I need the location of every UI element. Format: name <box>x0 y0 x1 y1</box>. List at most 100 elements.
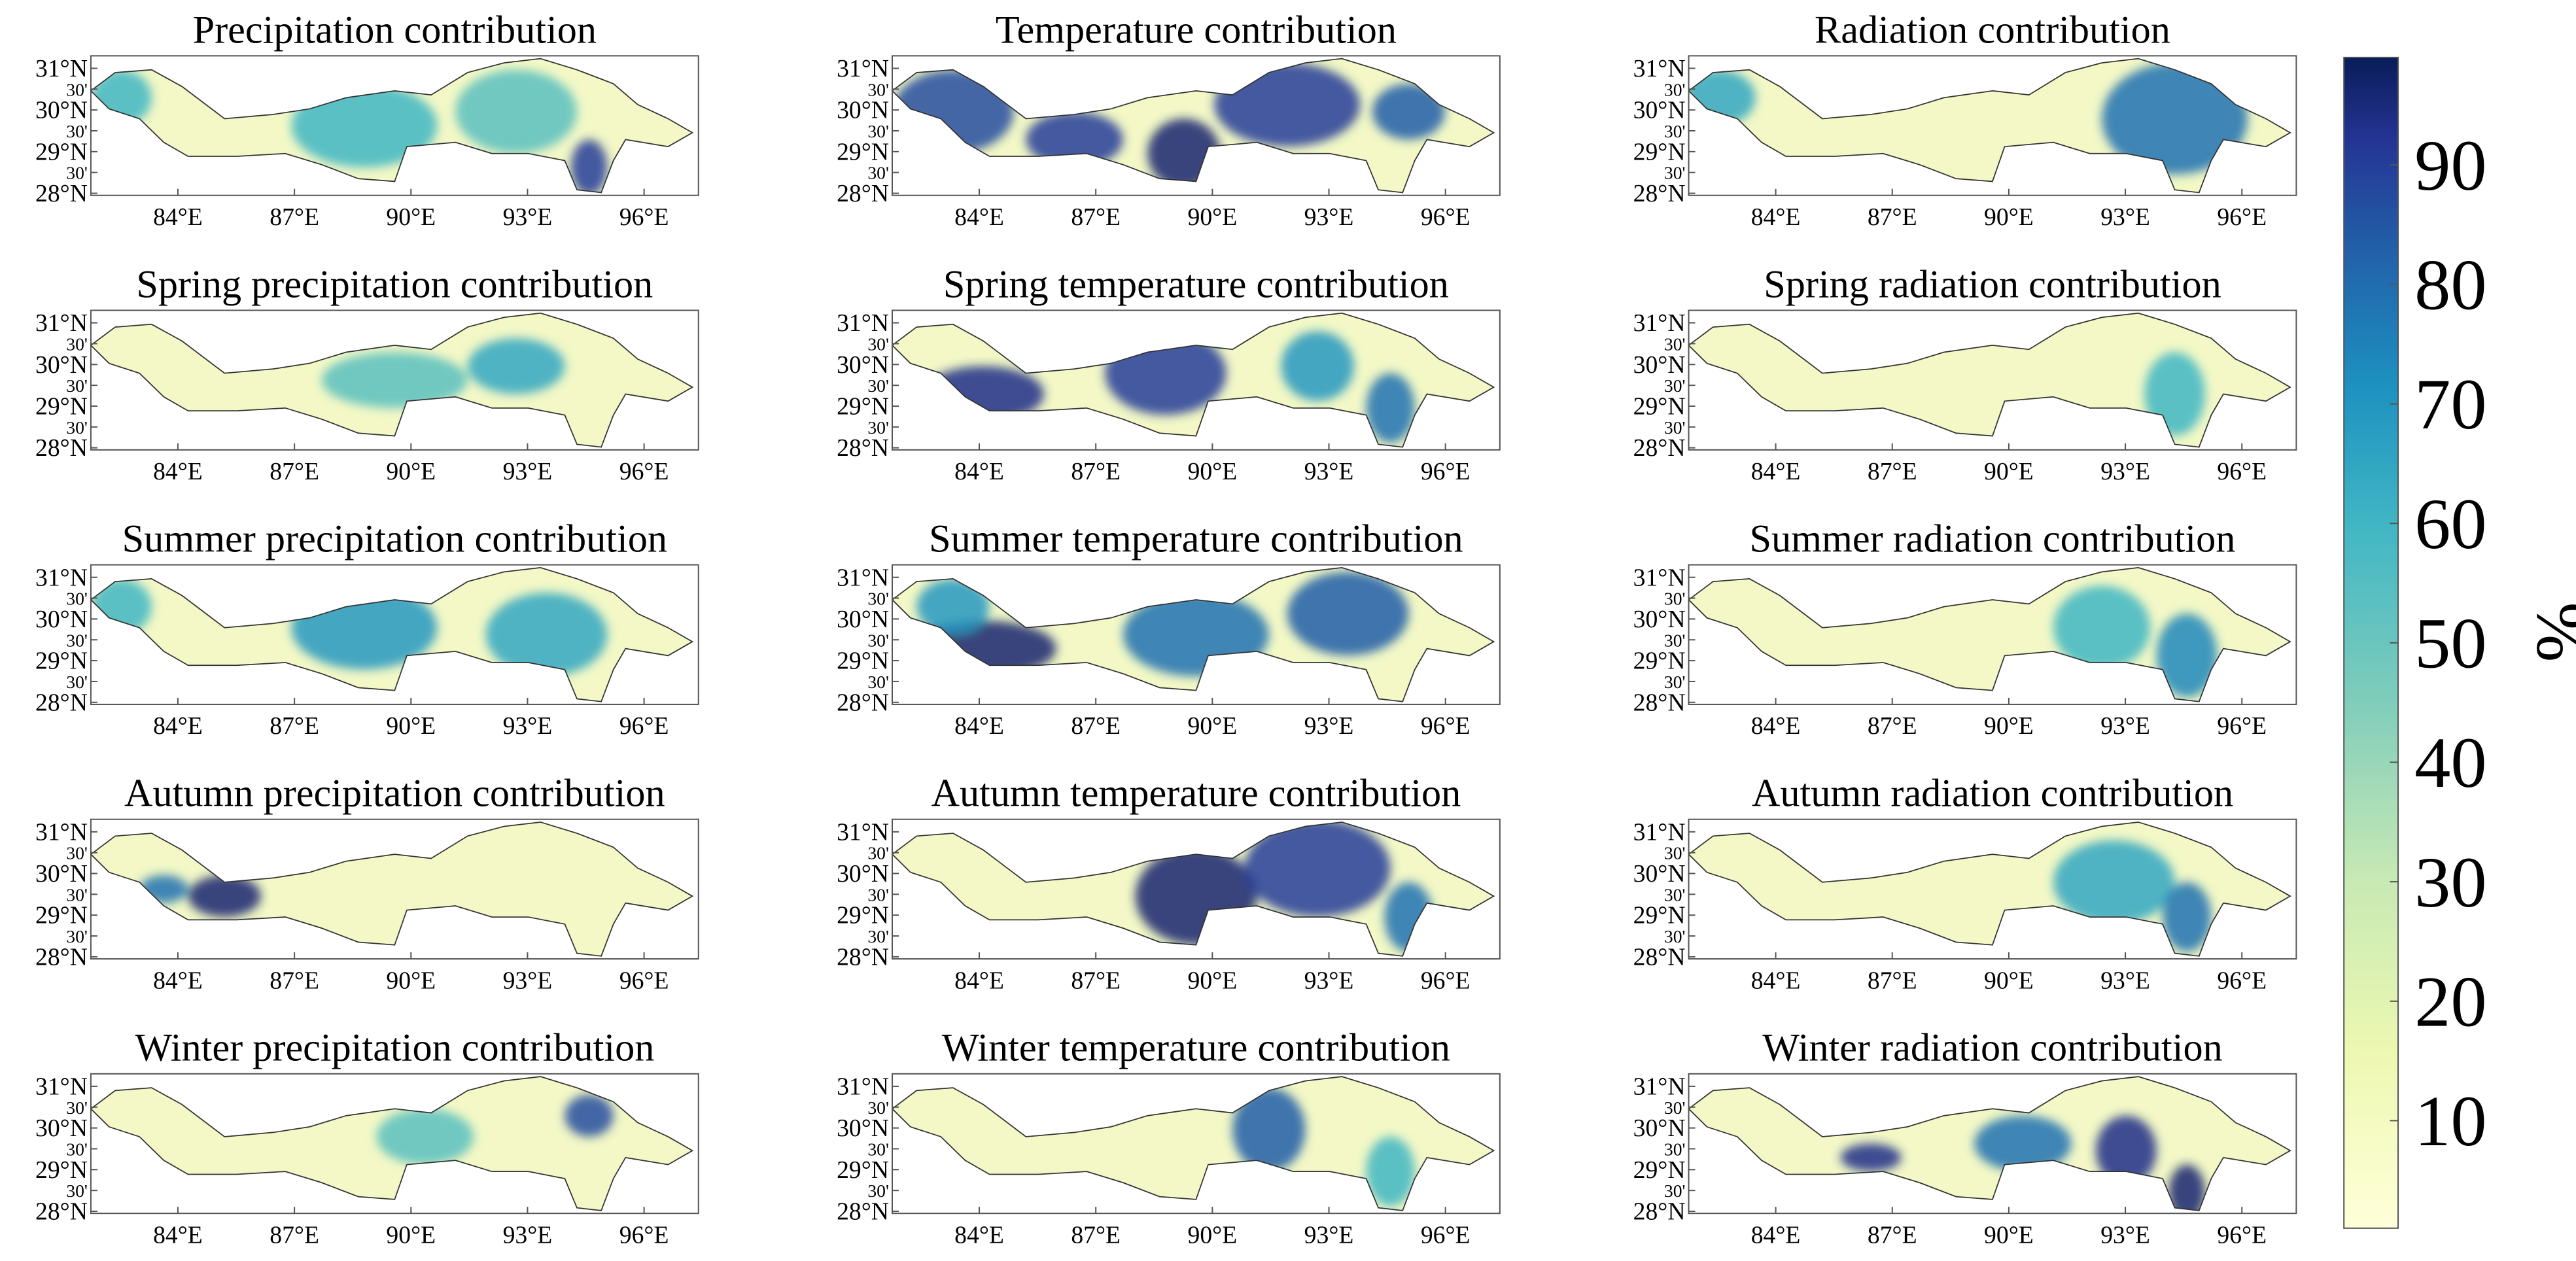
x-tick-label: 87°E <box>1071 967 1121 994</box>
y-tick-label: 30' <box>867 672 889 692</box>
map-panel: Winter temperature contribution 84°E 87°E 9… <box>837 1026 1501 1249</box>
region-outline <box>1688 58 2291 194</box>
y-tick-label: 30°N <box>837 606 889 633</box>
y-tick-label: 30' <box>66 1097 88 1118</box>
x-tick-label: 93°E <box>2100 967 2150 994</box>
raster <box>2053 585 2218 698</box>
x-tick-label: 84°E <box>1751 1221 1801 1249</box>
raster-patch <box>485 593 608 677</box>
y-tick-label: 30°N <box>837 97 889 124</box>
region-outline <box>1688 1076 2291 1211</box>
y-tick-label: 29°N <box>837 393 889 421</box>
panel-title: Winter precipitation contribution <box>135 1026 654 1070</box>
y-tick-label: 29°N <box>35 902 88 929</box>
y-tick-label: 30' <box>1664 163 1686 183</box>
y-tick-label: 30' <box>1664 630 1686 650</box>
y-tick-label: 29°N <box>35 393 88 421</box>
raster-patch <box>2053 585 2151 670</box>
y-tick-label: 30' <box>66 163 88 183</box>
raster-patch <box>565 1094 614 1137</box>
x-tick-label: 93°E <box>503 967 553 994</box>
region-outline <box>891 1076 1495 1211</box>
region-outline <box>891 821 1495 957</box>
x-tick-label: 84°E <box>954 712 1004 740</box>
y-tick-label: 30°N <box>35 1114 88 1142</box>
map-frame <box>90 309 699 451</box>
y-tick-label: 31°N <box>1633 309 1686 337</box>
y-tick-label: 30' <box>66 79 88 99</box>
x-tick-label: 90°E <box>1984 1221 2034 1249</box>
y-tick-label: 28°N <box>837 180 889 207</box>
x-tick-label: 96°E <box>2217 458 2267 485</box>
map-frame <box>891 55 1501 196</box>
y-tick-label: 30' <box>867 79 889 99</box>
map-frame <box>891 818 1501 960</box>
y-tick-label: 31°N <box>35 1073 88 1100</box>
raster <box>1840 1115 2206 1211</box>
region-outline <box>90 58 694 194</box>
y-tick-label: 29°N <box>1633 393 1686 421</box>
raster-patch <box>2053 840 2175 924</box>
x-tick-label: 87°E <box>1071 458 1121 485</box>
x-tick-label: 93°E <box>1304 203 1354 231</box>
panel-title: Spring precipitation contribution <box>136 262 653 306</box>
x-tick-label: 93°E <box>503 712 553 740</box>
y-tick-label: 30' <box>1664 1139 1686 1160</box>
raster-patch <box>2156 613 2218 698</box>
map-panel: Summer radiation contribution 84°E 87°E 90°… <box>1633 517 2297 740</box>
region-outline <box>1688 821 2291 957</box>
x-tick-label: 96°E <box>1421 458 1471 485</box>
y-tick-label: 31°N <box>35 564 88 591</box>
x-tick-label: 87°E <box>270 712 319 740</box>
region-outline <box>1688 312 2291 448</box>
map-frame <box>1688 818 2297 960</box>
panel-title: Summer temperature contribution <box>929 517 1463 561</box>
raster-patch <box>570 139 608 193</box>
y-tick-label: 30' <box>867 589 889 609</box>
region-outline <box>891 58 1495 194</box>
x-tick-label: 93°E <box>1304 712 1354 740</box>
y-tick-label: 29°N <box>837 902 889 929</box>
raster-patch <box>1281 331 1354 402</box>
raster-patch <box>188 875 261 918</box>
raster-patch <box>1688 69 1756 126</box>
raster <box>1232 1088 1415 1207</box>
raster-patch <box>922 366 1045 423</box>
x-tick-label: 84°E <box>954 967 1004 994</box>
map-panel: Precipitation contribution 84°E 87°E 90°E 93… <box>35 8 699 231</box>
region-outline <box>1688 566 2291 702</box>
raster-patch <box>2163 882 2212 952</box>
x-tick-label: 84°E <box>954 1221 1004 1249</box>
y-tick-label: 29°N <box>1633 648 1686 675</box>
map-panel: Summer temperature contribution 84°E 87°E 9… <box>837 517 1501 740</box>
panel-title: Spring radiation contribution <box>1764 262 2221 306</box>
x-tick-label: 96°E <box>619 458 669 485</box>
y-tick-label: 30°N <box>35 860 88 888</box>
raster <box>2053 840 2212 952</box>
region-fill <box>1688 313 2291 447</box>
y-tick-label: 30°N <box>1633 606 1686 633</box>
raster <box>376 1094 614 1165</box>
x-tick-label: 93°E <box>2100 712 2150 740</box>
y-tick-label: 30' <box>1664 589 1686 609</box>
y-tick-label: 30°N <box>1633 351 1686 379</box>
y-tick-label: 30' <box>867 1181 889 1201</box>
region-fill <box>1688 567 2291 702</box>
y-tick-label: 30' <box>867 630 889 650</box>
x-tick-label: 93°E <box>1304 1221 1354 1249</box>
x-tick-label: 84°E <box>1751 967 1801 994</box>
panel-title: Spring temperature contribution <box>943 262 1449 306</box>
y-tick-label: 30' <box>867 375 889 396</box>
x-tick-label: 93°E <box>503 458 553 485</box>
x-tick-label: 87°E <box>1868 458 1917 485</box>
x-tick-label: 96°E <box>1421 1221 1471 1249</box>
raster-patch <box>1366 373 1415 443</box>
x-tick-label: 96°E <box>2217 712 2267 740</box>
y-tick-label: 30' <box>66 630 88 650</box>
y-tick-label: 28°N <box>1633 943 1686 971</box>
y-tick-label: 30°N <box>35 606 88 633</box>
colorbar-tick-label: 80 <box>2414 245 2486 325</box>
x-tick-label: 93°E <box>2100 1221 2150 1249</box>
y-tick-label: 31°N <box>1633 55 1686 82</box>
